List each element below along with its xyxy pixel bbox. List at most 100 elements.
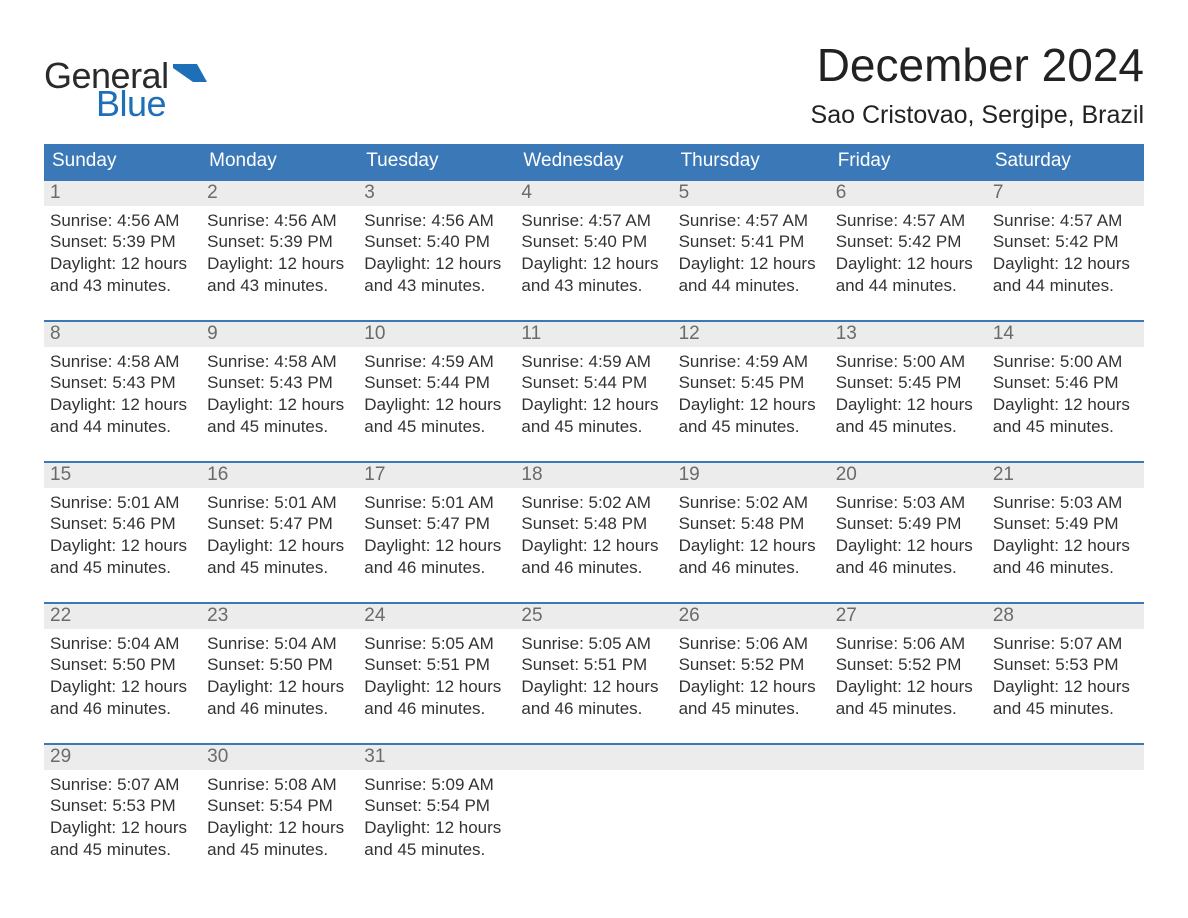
calendar-day-cell: Sunrise: 5:08 AMSunset: 5:54 PMDaylight:… — [201, 770, 358, 862]
sunrise-line: Sunrise: 5:05 AM — [521, 633, 666, 655]
day-number: 14 — [987, 322, 1144, 347]
daylight-line-2: and 45 minutes. — [521, 416, 666, 438]
day-number-strip: 293031.... — [44, 745, 1144, 770]
day-number: 10 — [358, 322, 515, 347]
day-number: 16 — [201, 463, 358, 488]
daylight-line-2: and 46 minutes. — [364, 698, 509, 720]
calendar-week-row: 1234567Sunrise: 4:56 AMSunset: 5:39 PMDa… — [44, 179, 1144, 298]
calendar-page: General Blue December 2024 Sao Cristovao… — [0, 0, 1188, 918]
day-number: 3 — [358, 181, 515, 206]
daylight-line-1: Daylight: 12 hours — [679, 394, 824, 416]
location-subtitle: Sao Cristovao, Sergipe, Brazil — [811, 101, 1144, 130]
calendar-day-cell: Sunrise: 5:01 AMSunset: 5:47 PMDaylight:… — [201, 488, 358, 580]
sunrise-line: Sunrise: 4:58 AM — [207, 351, 352, 373]
calendar-day-cell: Sunrise: 4:59 AMSunset: 5:45 PMDaylight:… — [673, 347, 830, 439]
daylight-line-2: and 45 minutes. — [364, 416, 509, 438]
sunrise-line: Sunrise: 4:59 AM — [364, 351, 509, 373]
calendar-week-row: 891011121314Sunrise: 4:58 AMSunset: 5:43… — [44, 320, 1144, 439]
sunrise-line: Sunrise: 5:05 AM — [364, 633, 509, 655]
day-number: 11 — [515, 322, 672, 347]
daylight-line-2: and 45 minutes. — [679, 698, 824, 720]
sunset-line: Sunset: 5:49 PM — [993, 513, 1138, 535]
day-number: 2 — [201, 181, 358, 206]
daylight-line-1: Daylight: 12 hours — [521, 535, 666, 557]
day-of-week-header: Friday — [830, 144, 987, 179]
daylight-line-2: and 43 minutes. — [521, 275, 666, 297]
day-number: 12 — [673, 322, 830, 347]
calendar-day-cell: Sunrise: 4:59 AMSunset: 5:44 PMDaylight:… — [358, 347, 515, 439]
sunset-line: Sunset: 5:51 PM — [521, 654, 666, 676]
calendar-day-cell: Sunrise: 4:57 AMSunset: 5:42 PMDaylight:… — [830, 206, 987, 298]
sunrise-line: Sunrise: 5:00 AM — [836, 351, 981, 373]
calendar-day-cell: Sunrise: 5:04 AMSunset: 5:50 PMDaylight:… — [44, 629, 201, 721]
sunset-line: Sunset: 5:50 PM — [207, 654, 352, 676]
sunset-line: Sunset: 5:53 PM — [993, 654, 1138, 676]
month-title: December 2024 — [811, 40, 1144, 91]
sunset-line: Sunset: 5:39 PM — [207, 231, 352, 253]
sunset-line: Sunset: 5:49 PM — [836, 513, 981, 535]
sunrise-line: Sunrise: 5:03 AM — [836, 492, 981, 514]
calendar-day-cell: Sunrise: 5:03 AMSunset: 5:49 PMDaylight:… — [830, 488, 987, 580]
sunset-line: Sunset: 5:45 PM — [679, 372, 824, 394]
day-number-strip: 15161718192021 — [44, 463, 1144, 488]
day-number: 22 — [44, 604, 201, 629]
sunrise-line: Sunrise: 4:59 AM — [521, 351, 666, 373]
calendar-day-cell: Sunrise: 4:59 AMSunset: 5:44 PMDaylight:… — [515, 347, 672, 439]
sunrise-line: Sunrise: 5:04 AM — [207, 633, 352, 655]
sunset-line: Sunset: 5:54 PM — [207, 795, 352, 817]
sunset-line: Sunset: 5:46 PM — [50, 513, 195, 535]
calendar-day-cell: Sunrise: 5:05 AMSunset: 5:51 PMDaylight:… — [515, 629, 672, 721]
daylight-line-1: Daylight: 12 hours — [679, 253, 824, 275]
day-of-week-header-row: SundayMondayTuesdayWednesdayThursdayFrid… — [44, 144, 1144, 179]
sunrise-line: Sunrise: 5:02 AM — [679, 492, 824, 514]
day-number: 1 — [44, 181, 201, 206]
calendar-week-row: 15161718192021Sunrise: 5:01 AMSunset: 5:… — [44, 461, 1144, 580]
sunset-line: Sunset: 5:42 PM — [993, 231, 1138, 253]
flag-icon — [173, 64, 207, 92]
daylight-line-2: and 46 minutes. — [679, 557, 824, 579]
sunrise-line: Sunrise: 5:06 AM — [836, 633, 981, 655]
daylight-line-1: Daylight: 12 hours — [993, 253, 1138, 275]
daylight-line-2: and 46 minutes. — [993, 557, 1138, 579]
daylight-line-1: Daylight: 12 hours — [679, 535, 824, 557]
day-number: 8 — [44, 322, 201, 347]
day-number: 21 — [987, 463, 1144, 488]
day-of-week-header: Monday — [201, 144, 358, 179]
calendar-day-cell: Sunrise: 5:01 AMSunset: 5:46 PMDaylight:… — [44, 488, 201, 580]
day-number: 18 — [515, 463, 672, 488]
calendar-day-cell: Sunrise: 5:02 AMSunset: 5:48 PMDaylight:… — [673, 488, 830, 580]
daylight-line-2: and 45 minutes. — [836, 416, 981, 438]
sunrise-line: Sunrise: 4:58 AM — [50, 351, 195, 373]
daylight-line-2: and 46 minutes. — [364, 557, 509, 579]
sunrise-line: Sunrise: 5:01 AM — [207, 492, 352, 514]
day-number: 4 — [515, 181, 672, 206]
sunrise-line: Sunrise: 5:01 AM — [50, 492, 195, 514]
daylight-line-2: and 46 minutes. — [521, 698, 666, 720]
day-number: 15 — [44, 463, 201, 488]
calendar-day-cell: Sunrise: 4:57 AMSunset: 5:42 PMDaylight:… — [987, 206, 1144, 298]
sunrise-line: Sunrise: 4:56 AM — [207, 210, 352, 232]
sunset-line: Sunset: 5:47 PM — [364, 513, 509, 535]
sunset-line: Sunset: 5:53 PM — [50, 795, 195, 817]
daylight-line-1: Daylight: 12 hours — [993, 676, 1138, 698]
daylight-line-1: Daylight: 12 hours — [207, 817, 352, 839]
day-number: 31 — [358, 745, 515, 770]
day-number: 20 — [830, 463, 987, 488]
daylight-line-2: and 45 minutes. — [836, 698, 981, 720]
daylight-line-2: and 46 minutes. — [521, 557, 666, 579]
daylight-line-2: and 46 minutes. — [50, 698, 195, 720]
daylight-line-1: Daylight: 12 hours — [836, 253, 981, 275]
daylight-line-2: and 45 minutes. — [50, 839, 195, 861]
calendar-day-cell: Sunrise: 5:02 AMSunset: 5:48 PMDaylight:… — [515, 488, 672, 580]
sunset-line: Sunset: 5:44 PM — [521, 372, 666, 394]
daylight-line-2: and 44 minutes. — [50, 416, 195, 438]
daylight-line-2: and 43 minutes. — [207, 275, 352, 297]
calendar-day-cell: Sunrise: 5:00 AMSunset: 5:45 PMDaylight:… — [830, 347, 987, 439]
calendar-day-cell: Sunrise: 4:57 AMSunset: 5:41 PMDaylight:… — [673, 206, 830, 298]
calendar-day-cell: Sunrise: 5:06 AMSunset: 5:52 PMDaylight:… — [673, 629, 830, 721]
daylight-line-1: Daylight: 12 hours — [364, 394, 509, 416]
sunset-line: Sunset: 5:42 PM — [836, 231, 981, 253]
page-header: General Blue December 2024 Sao Cristovao… — [44, 40, 1144, 130]
daylight-line-1: Daylight: 12 hours — [521, 676, 666, 698]
daylight-line-1: Daylight: 12 hours — [836, 394, 981, 416]
